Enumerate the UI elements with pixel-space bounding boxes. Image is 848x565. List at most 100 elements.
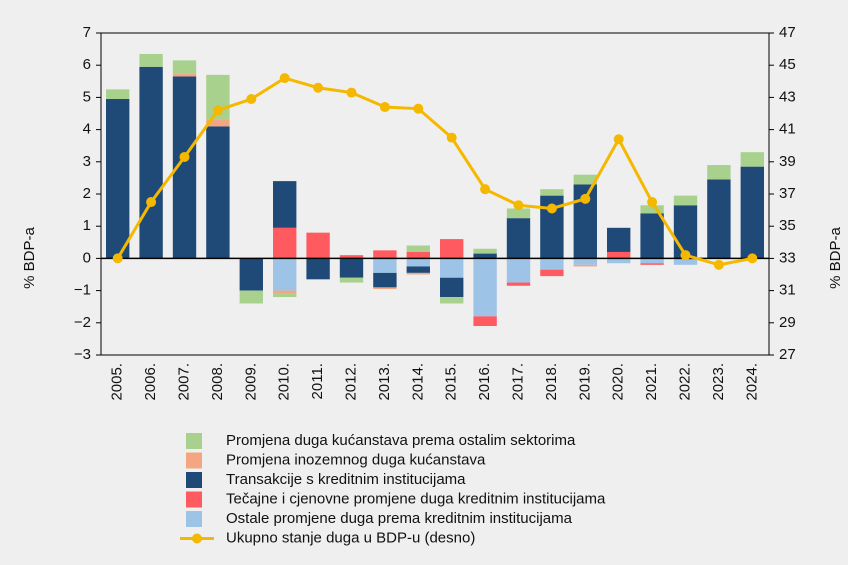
line-point bbox=[279, 73, 290, 84]
line-point bbox=[513, 200, 524, 211]
bar-segment bbox=[573, 174, 597, 185]
bar-segment bbox=[707, 165, 731, 180]
bar-segment bbox=[707, 179, 731, 259]
bar-segment bbox=[239, 290, 263, 304]
bar-segment bbox=[273, 258, 297, 291]
bar-segment bbox=[106, 89, 130, 100]
bar-segment bbox=[406, 258, 430, 267]
legend-label: Transakcije s kreditnim institucijama bbox=[226, 471, 466, 488]
y2-tick-label: 41 bbox=[779, 121, 796, 138]
x-tick-label: 2015. bbox=[443, 363, 460, 401]
x-tick-label: 2020. bbox=[610, 363, 627, 401]
bar-segment bbox=[506, 218, 531, 259]
y2-tick-label: 29 bbox=[779, 314, 796, 331]
x-tick-label: 2010. bbox=[276, 363, 293, 401]
bar-segment bbox=[306, 232, 330, 259]
line-point bbox=[146, 197, 157, 208]
bar-segment bbox=[440, 239, 464, 259]
x-tick-label: 2005. bbox=[109, 363, 126, 401]
bar-segment bbox=[473, 258, 497, 317]
bar-segment bbox=[740, 152, 764, 167]
line-point bbox=[346, 87, 357, 98]
bar-segment bbox=[506, 258, 531, 283]
line bbox=[116, 76, 753, 267]
bar-segment bbox=[339, 255, 364, 259]
bar-segment bbox=[373, 258, 397, 273]
bar-segment bbox=[273, 290, 297, 294]
y-tick-label: 0 bbox=[83, 249, 91, 266]
legend-label: Tečajne i cjenovne promjene duga kreditn… bbox=[226, 490, 606, 507]
bar-segment bbox=[239, 258, 263, 291]
bar-segment bbox=[540, 269, 564, 277]
bar-segment bbox=[540, 258, 564, 270]
y2-tick-label: 39 bbox=[779, 153, 796, 170]
bar-segment bbox=[506, 282, 531, 286]
line-point bbox=[546, 203, 557, 214]
line-point bbox=[480, 184, 491, 195]
x-tick-label: 2023. bbox=[710, 363, 727, 401]
bar-segment bbox=[607, 251, 631, 259]
legend-swatch bbox=[186, 472, 202, 488]
x-tick-label: 2022. bbox=[676, 363, 693, 401]
line-point bbox=[179, 151, 190, 162]
bar-segment bbox=[172, 73, 197, 77]
y-tick-label: 2 bbox=[83, 185, 91, 202]
bar-segment bbox=[473, 253, 497, 259]
legend-marker bbox=[192, 533, 202, 544]
bar-segment bbox=[473, 248, 497, 254]
legend-swatch bbox=[186, 491, 202, 508]
line-point bbox=[647, 197, 658, 208]
line-point bbox=[747, 253, 758, 264]
bar-segment bbox=[273, 293, 297, 298]
bar-segment bbox=[373, 287, 397, 289]
line-point bbox=[680, 250, 691, 261]
line-point bbox=[446, 132, 457, 143]
x-tick-label: 2011. bbox=[309, 363, 326, 399]
bar-segment bbox=[373, 250, 397, 259]
y-tick-label: −1 bbox=[74, 282, 91, 299]
bar-segment bbox=[540, 195, 564, 259]
bar-segment bbox=[172, 76, 197, 259]
bar-segment bbox=[440, 277, 464, 298]
y2-axis-label: % BDP-a bbox=[827, 227, 844, 289]
y-tick-label: −3 bbox=[74, 346, 91, 363]
bar-segment bbox=[172, 60, 197, 74]
line-point bbox=[379, 102, 390, 113]
x-tick-label: 2018. bbox=[543, 363, 560, 401]
y2-tick-label: 33 bbox=[779, 249, 796, 266]
x-tick-label: 2017. bbox=[509, 363, 526, 401]
bar-segment bbox=[339, 258, 364, 278]
x-tick-label: 2016. bbox=[476, 363, 493, 401]
x-tick-label: 2007. bbox=[175, 363, 192, 401]
y-tick-label: 5 bbox=[83, 88, 91, 105]
y2-tick-label: 47 bbox=[779, 24, 796, 41]
bar-segment bbox=[607, 227, 631, 252]
y2-tick-label: 31 bbox=[779, 282, 796, 299]
x-tick-label: 2006. bbox=[142, 363, 159, 401]
x-tick-label: 2014. bbox=[409, 363, 426, 401]
line-point bbox=[613, 134, 624, 145]
bar-segment bbox=[573, 264, 597, 267]
bar-segment bbox=[673, 195, 698, 206]
y-tick-label: 3 bbox=[83, 153, 91, 170]
bar-segment bbox=[406, 272, 430, 275]
legend-swatch bbox=[186, 452, 202, 469]
line-point bbox=[413, 103, 424, 114]
x-tick-label: 2021. bbox=[643, 363, 660, 401]
y2-tick-label: 43 bbox=[779, 88, 796, 105]
legend-swatch bbox=[186, 433, 202, 449]
bar-segment bbox=[740, 166, 764, 259]
bar-segment bbox=[440, 297, 464, 304]
legend-label: Ostale promjene duga prema kreditnim ins… bbox=[226, 510, 573, 527]
bar-segment bbox=[106, 99, 130, 259]
legend-label: Promjena inozemnog duga kućanstava bbox=[226, 451, 486, 468]
x-tick-label: 2024. bbox=[743, 363, 760, 401]
bar-segment bbox=[273, 181, 297, 228]
bar-segment bbox=[506, 208, 531, 219]
bar-segment bbox=[573, 258, 597, 265]
bar-segment bbox=[406, 251, 430, 259]
line-point bbox=[713, 259, 724, 270]
legend-swatch bbox=[186, 511, 202, 527]
